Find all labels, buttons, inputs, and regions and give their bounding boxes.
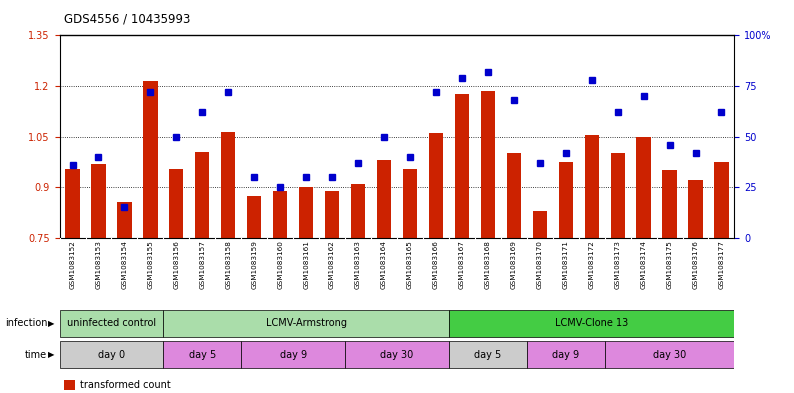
Text: GDS4556 / 10435993: GDS4556 / 10435993 [64,13,190,26]
Text: GSM1083159: GSM1083159 [251,240,257,289]
Text: ▶: ▶ [48,350,55,359]
Bar [377,160,391,238]
Bar [662,170,676,238]
Text: GSM1083168: GSM1083168 [485,240,491,289]
Text: GSM1083172: GSM1083172 [588,240,595,289]
Text: GSM1083152: GSM1083152 [70,240,75,289]
Bar [507,153,521,238]
Bar [241,342,345,368]
Bar [559,162,572,238]
Text: GSM1083157: GSM1083157 [199,240,206,289]
Text: ▶: ▶ [48,319,55,328]
Text: GSM1083175: GSM1083175 [666,240,673,289]
Bar [64,380,75,389]
Text: GSM1083173: GSM1083173 [615,240,621,289]
Bar [449,342,526,368]
Text: GSM1083156: GSM1083156 [173,240,179,289]
Text: day 9: day 9 [552,350,580,360]
Bar [429,133,443,238]
Text: day 30: day 30 [380,350,414,360]
Bar [605,342,734,368]
Text: GSM1083166: GSM1083166 [433,240,439,289]
Text: day 5: day 5 [189,350,216,360]
Text: infection: infection [6,318,48,328]
Bar [688,180,703,238]
Bar [480,91,495,238]
Text: uninfected control: uninfected control [67,318,156,328]
Text: GSM1083154: GSM1083154 [121,240,128,289]
Text: GSM1083161: GSM1083161 [303,240,309,289]
Text: GSM1083170: GSM1083170 [537,240,543,289]
Bar [60,342,164,368]
Bar [715,162,729,238]
Text: transformed count: transformed count [80,380,171,390]
Bar [247,196,261,238]
Bar [164,310,449,336]
Text: GSM1083171: GSM1083171 [563,240,569,289]
Bar [637,136,651,238]
Bar [299,187,314,238]
Bar [222,132,235,238]
Text: GSM1083177: GSM1083177 [719,240,724,289]
Text: GSM1083153: GSM1083153 [95,240,102,289]
Bar [526,342,605,368]
Text: GSM1083167: GSM1083167 [459,240,465,289]
Bar [91,163,106,238]
Bar [195,152,210,238]
Text: GSM1083163: GSM1083163 [355,240,361,289]
Bar [455,94,469,238]
Text: day 5: day 5 [474,350,502,360]
Bar [325,191,339,238]
Text: GSM1083174: GSM1083174 [641,240,646,289]
Text: day 30: day 30 [653,350,686,360]
Bar [351,184,365,238]
Text: GSM1083169: GSM1083169 [511,240,517,289]
Bar [345,342,449,368]
Text: day 0: day 0 [98,350,125,360]
Text: LCMV-Clone 13: LCMV-Clone 13 [555,318,628,328]
Text: GSM1083158: GSM1083158 [225,240,231,289]
Text: LCMV-Armstrong: LCMV-Armstrong [266,318,347,328]
Bar [403,169,417,238]
Text: GSM1083165: GSM1083165 [407,240,413,289]
Bar [164,342,241,368]
Bar [169,169,183,238]
Bar [118,202,132,238]
Bar [584,135,599,238]
Text: GSM1083176: GSM1083176 [692,240,699,289]
Bar [611,153,625,238]
Text: GSM1083164: GSM1083164 [381,240,387,289]
Bar [143,81,157,238]
Text: day 9: day 9 [279,350,306,360]
Text: GSM1083160: GSM1083160 [277,240,283,289]
Bar [273,191,287,238]
Bar [65,169,79,238]
Text: GSM1083155: GSM1083155 [148,240,153,289]
Bar [449,310,734,336]
Text: GSM1083162: GSM1083162 [329,240,335,289]
Text: time: time [25,350,47,360]
Bar [60,310,164,336]
Bar [533,211,547,238]
